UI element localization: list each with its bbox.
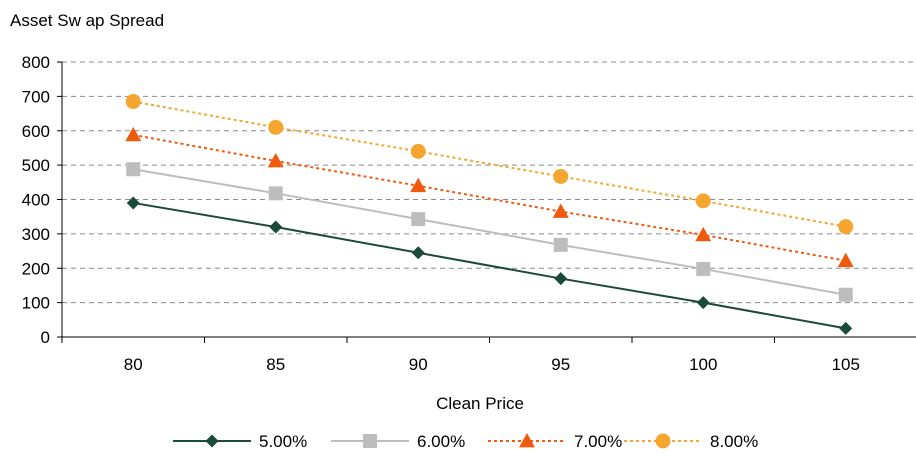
series-4 [125,94,854,235]
data-point [695,226,712,242]
y-tick-label: 600 [22,122,50,141]
y-tick-label: 400 [22,191,50,210]
x-tick-label: 100 [689,355,717,374]
legend-marker [205,434,219,448]
series-group [125,94,854,335]
data-point [410,177,427,193]
series-2 [126,162,853,302]
data-point [268,119,284,135]
legend-label: 5.00% [259,432,307,451]
legend-marker [655,433,671,449]
y-tick-label: 700 [22,87,50,106]
data-point [839,321,853,335]
legend-item: 5.00% [173,432,307,451]
data-point [126,162,141,177]
y-tick-label: 300 [22,225,50,244]
y-tick-labels: 0 100 200 300 400 500 600 700 800 [22,53,50,347]
legend: 5.00% 6.00% 7.00% 8.00% [173,432,758,451]
legend-label: 8.00% [710,432,758,451]
axes [57,61,916,343]
series-line [133,100,846,228]
series-3 [125,126,854,268]
series-line [133,168,846,296]
y-tick-label: 200 [22,259,50,278]
data-point [838,287,853,302]
data-point [553,237,568,252]
data-point [554,272,568,286]
data-point [696,261,711,276]
legend-marker [519,433,535,448]
data-point [695,193,711,209]
data-point [269,220,283,234]
x-tick-label: 80 [124,355,143,374]
legend-item: 7.00% [488,432,622,451]
legend-item: 8.00% [624,432,758,451]
x-tick-label: 90 [409,355,428,374]
series-line [133,201,846,330]
legend-label: 7.00% [574,432,622,451]
data-point [553,168,569,184]
data-point [410,143,426,159]
legend-item: 6.00% [331,432,465,451]
data-point [126,196,140,210]
series-1 [126,196,853,335]
data-point [552,203,569,218]
data-point [411,246,425,260]
legend-marker [363,434,377,448]
data-point [267,153,284,168]
data-point [411,212,426,227]
y-tick-label: 500 [22,156,50,175]
x-axis-title: Clean Price [436,394,524,413]
y-tick-label: 100 [22,294,50,313]
y-axis-title: Asset Sw ap Spread [10,11,164,30]
y-tick-label: 800 [22,53,50,72]
data-point [696,296,710,310]
data-point [838,219,854,235]
series-line [133,133,846,262]
x-tick-label: 95 [551,355,570,374]
data-point [125,94,141,110]
x-tick-labels: 80 85 90 95 100 105 [124,355,860,374]
legend-label: 6.00% [417,432,465,451]
x-tick-label: 85 [266,355,285,374]
y-tick-label: 0 [41,328,50,347]
x-tick-label: 105 [832,355,860,374]
data-point [837,252,854,268]
data-point [268,186,283,201]
data-point [125,126,142,142]
